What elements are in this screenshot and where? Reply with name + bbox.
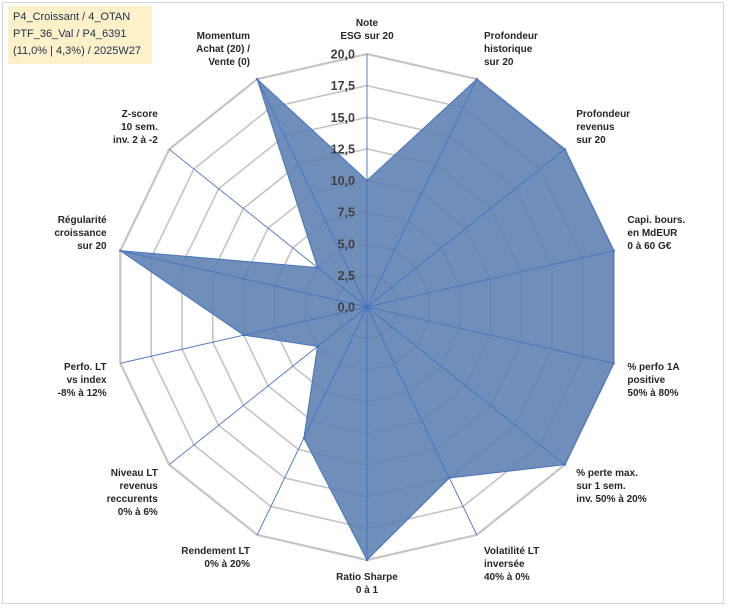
axis-spoke [366,250,614,308]
axis-labels: Note ESG sur 20 Profondeur historique sur 20… [54,18,685,596]
tick-label: 5,0 [338,237,355,251]
axis-label: Z-score 10 sem. inv. 2 à -2 [113,109,158,146]
tick-label: 0,0 [338,301,355,315]
radar-spokes [120,54,614,560]
portfolio-info-box: P4_Croissant / 4_OTAN PTF_36_Val / P4_63… [8,6,152,64]
axis-label: Momentum Achat (20) / Vente (0) [196,31,250,68]
axis-spoke [366,306,614,364]
axis-spoke [256,306,368,536]
info-line-2: PTF_36_Val / P4_6391 [13,28,127,40]
axis-label: Rendement LT 0% à 20% [181,546,250,570]
tick-label: 20,0 [331,48,355,62]
axis-spoke [120,306,368,364]
axis-label: Niveau LT revenus reccurents 0% à 6% [107,468,159,518]
axis-label: % perte max. sur 1 sem. inv. 50% à 20% [576,468,647,505]
info-line-3: (11,0% | 4,3%) / 2025W27 [13,45,141,57]
axis-spoke [366,306,566,466]
axis-label: Capi. bours. en MdEUR 0 à 60 G€ [627,215,685,252]
axis-label: % perfo 1A positive 50% à 80% [627,362,679,399]
axis-spoke [366,78,478,308]
axis-label: Régularité croissance sur 20 [54,215,107,252]
radial-tick-labels: 0,0 2,5 5,0 7,5 10,0 12,5 15,0 17,5 20,0 [331,48,355,315]
tick-label: 7,5 [338,206,355,220]
axis-label: Volatilité LT inversée 40% à 0% [484,546,539,583]
tick-label: 2,5 [338,269,355,283]
tick-label: 10,0 [331,174,355,188]
info-line-1: P4_Croissant / 4_OTAN [13,11,131,23]
tick-label: 17,5 [331,79,355,93]
axis-spoke [256,78,368,308]
axis-spoke [366,306,478,536]
axis-label: Perfo. LT vs index -8% à 12% [58,362,107,399]
axis-spoke [120,250,368,308]
axis-label: Profondeur historique sur 20 [484,31,538,68]
tick-label: 15,0 [331,111,355,125]
axis-spoke [366,148,566,308]
axis-label: Profondeur revenus sur 20 [576,109,630,146]
axis-spoke [168,306,368,466]
axis-label: Ratio Sharpe 0 à 1 [336,572,398,596]
axis-spoke [168,148,368,308]
tick-label: 12,5 [331,142,355,156]
axis-label: Note ESG sur 20 [340,18,394,42]
